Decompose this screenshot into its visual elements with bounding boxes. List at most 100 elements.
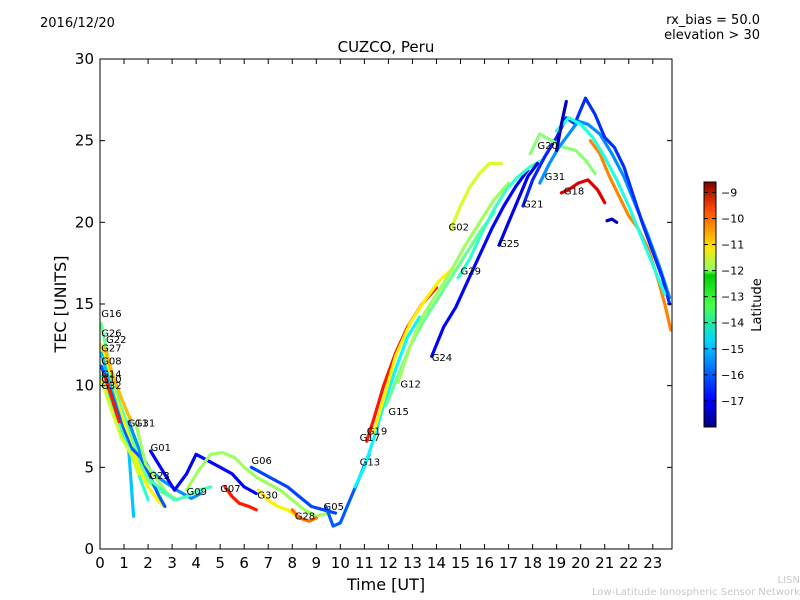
prn-label: G26 — [101, 329, 121, 340]
x-axis: 0 1 2 3 4 5 6 7 8 9 10 11 12 13 14 15 16 17 18 19 20 21 22 23 — [95, 59, 662, 572]
series-g18 — [559, 178, 607, 205]
x-tick-label: 19 — [547, 554, 566, 572]
prn-label: G31 — [545, 172, 565, 183]
x-tick-label: 16 — [475, 554, 494, 572]
prn-label: G24 — [432, 353, 452, 364]
prn-label: G08 — [101, 356, 121, 367]
colorbar-tick-label: −13 — [721, 291, 744, 304]
series-g02 — [449, 161, 503, 231]
series-track-32 — [588, 139, 672, 332]
x-tick-label: 13 — [403, 554, 422, 572]
prn-label: G23 — [149, 471, 169, 482]
y-tick-label: 15 — [75, 295, 94, 313]
prn-label: G16 — [101, 309, 121, 320]
x-tick-label: 11 — [355, 554, 374, 572]
series-g29 — [456, 158, 544, 280]
y-axis-label: TEC [UNITS] — [51, 256, 70, 354]
bias-info: rx_bias = 50.0 elevation > 30 — [664, 13, 760, 43]
series-g30 — [257, 488, 299, 518]
x-tick-label: 8 — [287, 554, 297, 572]
series-track-31 — [574, 96, 672, 306]
colorbar-ticks: −9 −10 −11 −12 −13 −14 −15 −16 −17 — [704, 186, 744, 408]
colorbar-tick-label: −9 — [721, 186, 737, 199]
colorbar-label: Latitude — [750, 278, 765, 332]
prn-label: G02 — [449, 223, 469, 234]
prn-label: G06 — [251, 456, 271, 467]
prn-label: G30 — [257, 490, 277, 501]
prn-label: G18 — [564, 187, 584, 198]
prn-label: G19 — [367, 427, 387, 438]
series-g01 — [148, 449, 258, 496]
series-g20 — [528, 132, 597, 175]
y-tick-label: 5 — [84, 458, 94, 476]
prn-label: G09 — [187, 487, 207, 498]
series-g22 — [103, 346, 133, 424]
prn-label: G29 — [461, 267, 481, 278]
prn-label: G11 — [128, 419, 148, 430]
colorbar-tick-label: −12 — [721, 265, 744, 278]
series-g11 — [127, 420, 203, 500]
prn-label: G13 — [360, 458, 380, 469]
series-g06 — [249, 465, 338, 515]
colorbar-tick-label: −14 — [721, 317, 744, 330]
series-track-33 — [555, 116, 667, 296]
series-g28 — [290, 508, 318, 523]
prn-label: G12 — [400, 379, 420, 390]
series-track-34 — [605, 217, 619, 224]
x-tick-label: 21 — [595, 554, 614, 572]
y-tick-label: 30 — [75, 50, 94, 68]
x-axis-label: Time [UT] — [346, 575, 425, 594]
x-tick-label: 0 — [95, 554, 105, 572]
prn-label: G21 — [523, 200, 543, 211]
x-tick-label: 9 — [312, 554, 322, 572]
prn-label: G14 — [101, 370, 121, 381]
series-g19 — [372, 266, 455, 433]
y-tick-label: 25 — [75, 132, 94, 150]
series-g31 — [538, 119, 672, 300]
colorbar-tick-label: −17 — [721, 395, 744, 408]
series-layer — [100, 96, 672, 528]
y-tick-label: 10 — [75, 377, 94, 395]
series-g10 — [100, 377, 141, 476]
colorbar-tick-label: −16 — [721, 369, 744, 382]
prn-label: G15 — [388, 407, 408, 418]
series-g23 — [148, 478, 213, 502]
y-tick-label: 0 — [84, 540, 94, 558]
x-tick-label: 12 — [379, 554, 398, 572]
x-tick-label: 17 — [499, 554, 518, 572]
prn-label: G27 — [101, 343, 121, 354]
series-g12 — [396, 181, 511, 384]
prn-label: G28 — [295, 512, 315, 523]
x-tick-label: 7 — [263, 554, 273, 572]
colorbar-tick-label: −15 — [721, 343, 744, 356]
x-tick-label: 2 — [143, 554, 153, 572]
series-g14 — [100, 374, 150, 502]
prn-label: G05 — [324, 502, 344, 513]
colorbar — [703, 181, 717, 428]
rx-bias-label: rx_bias = 50.0 — [666, 13, 760, 28]
series-g32 — [103, 374, 121, 424]
date-label: 2016/12/20 — [40, 16, 115, 31]
prn-label: G07 — [220, 484, 240, 495]
footer-lisn: LISN — [777, 575, 800, 586]
x-tick-label: 15 — [451, 554, 470, 572]
x-tick-label: 18 — [523, 554, 542, 572]
colorbar-tick-label: −11 — [721, 239, 744, 252]
prn-label: G17 — [360, 433, 380, 444]
elevation-label: elevation > 30 — [664, 28, 760, 43]
x-tick-label: 23 — [643, 554, 662, 572]
series-g25 — [497, 161, 539, 247]
x-tick-label: 22 — [619, 554, 638, 572]
y-tick-label: 20 — [75, 213, 94, 231]
series-g24 — [430, 168, 530, 358]
prn-label: G25 — [499, 239, 519, 250]
prn-label: G20 — [537, 141, 557, 152]
footer-network: Low-Latitude Ionospheric Sensor Network — [592, 587, 800, 598]
prn-label: G22 — [106, 335, 126, 346]
series-g09 — [184, 451, 330, 518]
colorbar-tick-label: −10 — [721, 212, 744, 225]
series-track-35 — [555, 99, 568, 153]
series-g07 — [223, 485, 258, 512]
